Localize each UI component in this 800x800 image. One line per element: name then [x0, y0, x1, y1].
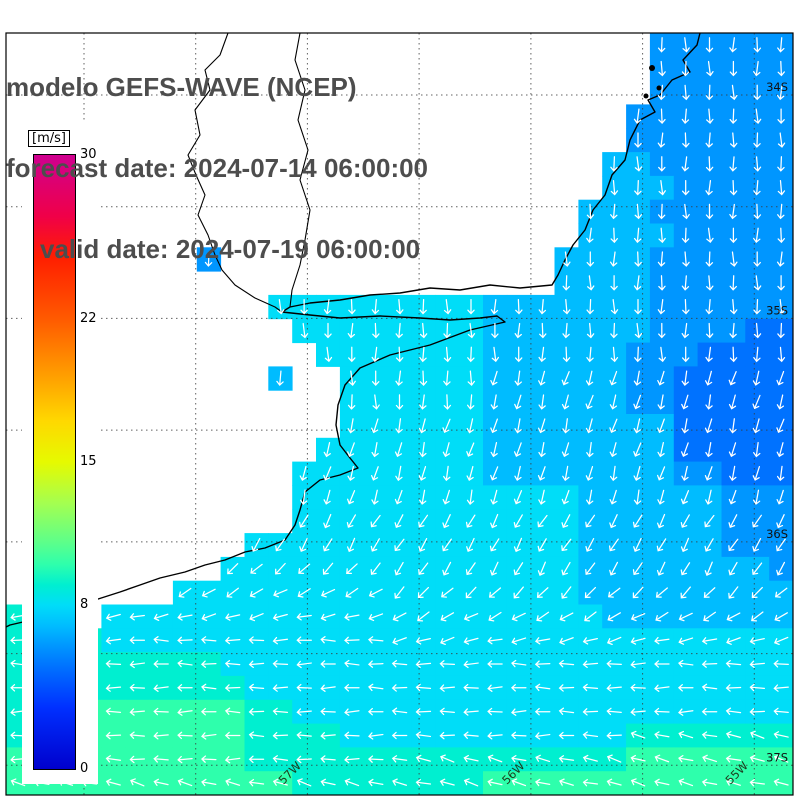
- colorbar-tick: 8: [80, 597, 89, 613]
- colorbar-gradient: [33, 154, 76, 770]
- colorbar-tick: 30: [80, 147, 97, 162]
- valid-date-label: valid date: 2024-07-19 06:00:00: [40, 234, 421, 264]
- colorbar-unit-label: [m/s]: [28, 130, 70, 147]
- coastline-layer: [5, 32, 701, 628]
- forecast-date-label: forecast date: 2024-07-14 06:00:00: [6, 153, 429, 183]
- svg-text:37S: 37S: [766, 750, 788, 764]
- title-block: modelo GEFS-WAVE (NCEP) forecast date: 2…: [6, 20, 428, 317]
- colorbar: [m/s] 30 22 15 8 0: [22, 120, 98, 784]
- colorbar-tick: 15: [80, 454, 97, 469]
- model-title: modelo GEFS-WAVE (NCEP): [6, 72, 357, 102]
- svg-text:36S: 36S: [766, 527, 788, 541]
- colorbar-tick: 0: [80, 761, 89, 776]
- wind-direction-arrow-layer: [10, 37, 789, 787]
- svg-text:34S: 34S: [766, 80, 788, 94]
- svg-text:35S: 35S: [766, 303, 788, 317]
- map-border: [5, 32, 794, 796]
- colorbar-tick: 22: [80, 310, 97, 326]
